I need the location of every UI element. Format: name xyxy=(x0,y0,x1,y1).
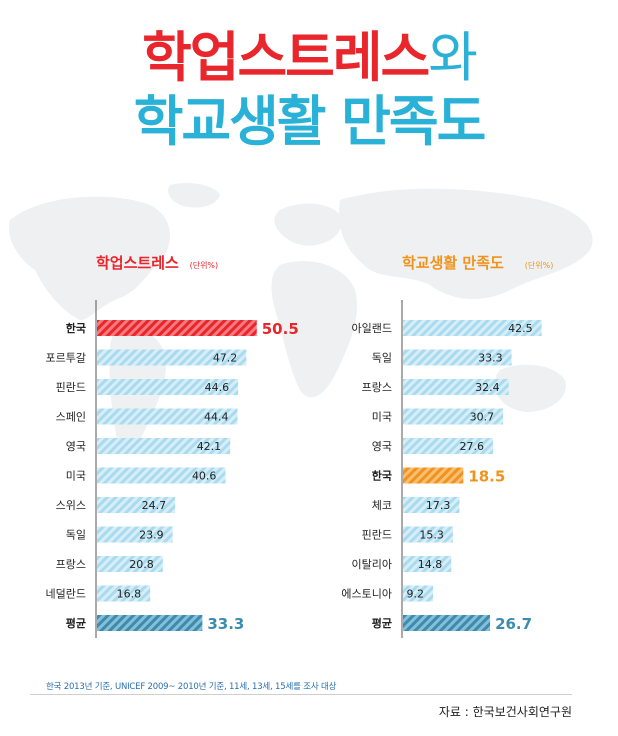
stress-category-label: 스페인 xyxy=(56,411,86,424)
satisfaction-category-label: 프랑스 xyxy=(362,381,392,394)
footer-divider xyxy=(30,694,572,695)
stress-bar xyxy=(97,585,151,602)
stress-bar xyxy=(97,349,247,366)
stress-category-label: 스위스 xyxy=(56,499,86,512)
satisfaction-chart: 학교생활 만족도 (단위%) 아일랜드 42.5 독일 33.3 프랑스 32.4 미국 30.7… xyxy=(341,254,553,638)
stress-category-label: 포르투갈 xyxy=(46,351,86,365)
satisfaction-category-label: 에스토니아 xyxy=(341,588,392,601)
satisfaction-value-label: 30.7 xyxy=(470,411,495,424)
title-stress-word: 학업스트레스 xyxy=(142,26,430,89)
stress-bar xyxy=(97,615,203,631)
stress-value-label: 44.6 xyxy=(205,381,230,394)
satisfaction-bar xyxy=(403,379,509,395)
stress-value-label: 44.4 xyxy=(204,411,229,424)
stress-bar xyxy=(97,497,176,513)
footnote: 한국 2013년 기준, UNICEF 2009~ 2010년 기준, 11세,… xyxy=(46,682,337,692)
satisfaction-category-label: 영국 xyxy=(372,440,392,453)
satisfaction-category-label: 체코 xyxy=(372,499,392,512)
stress-category-label: 한국 xyxy=(66,321,86,335)
stress-value-label: 40.6 xyxy=(192,470,217,483)
stress-bar xyxy=(97,320,257,336)
satisfaction-bar xyxy=(403,408,504,425)
satisfaction-category-label: 독일 xyxy=(372,351,392,365)
stress-bar xyxy=(97,379,239,395)
satisfaction-chart-title: 학교생활 만족도 xyxy=(402,254,504,272)
satisfaction-bar xyxy=(403,349,512,366)
stress-bar xyxy=(97,467,226,484)
main-title-line1: 학업스트레스와 xyxy=(0,28,618,88)
stress-category-label: 평균 xyxy=(66,616,86,630)
satisfaction-bar xyxy=(403,615,491,631)
stress-category-label: 독일 xyxy=(66,528,86,542)
stress-value-label: 16.8 xyxy=(117,588,142,601)
satisfaction-value-label: 33.3 xyxy=(478,352,503,365)
stress-bar xyxy=(97,556,163,572)
map-europe xyxy=(274,203,342,246)
satisfaction-bar xyxy=(403,438,493,454)
satisfaction-bar xyxy=(403,526,453,543)
satisfaction-bar xyxy=(403,320,542,336)
satisfaction-category-label: 이탈리아 xyxy=(352,558,392,571)
stress-unit-label: (단위%) xyxy=(190,260,219,270)
stress-value-label: 33.3 xyxy=(207,615,244,633)
stress-chart: 학업스트레스 (단위%) 한국 50.5 포르투갈 47.2 핀란드 44.6 스페인 44.4 영… xyxy=(46,254,299,638)
map-north-america xyxy=(9,196,170,320)
stress-category-label: 영국 xyxy=(66,440,86,453)
satisfaction-value-label: 27.6 xyxy=(460,440,485,453)
map-australia xyxy=(495,364,566,412)
title-conjunction: 와 xyxy=(428,26,478,89)
stress-category-label: 핀란드 xyxy=(56,381,86,394)
stress-category-label: 네덜란드 xyxy=(46,588,86,601)
satisfaction-bar xyxy=(403,467,464,484)
stress-bar xyxy=(97,408,238,425)
map-asia xyxy=(339,188,593,300)
stress-value-label: 47.2 xyxy=(213,352,238,365)
stress-value-label: 20.8 xyxy=(129,558,154,571)
satisfaction-category-label: 한국 xyxy=(372,469,392,483)
satisfaction-value-label: 18.5 xyxy=(468,468,505,486)
satisfaction-value-label: 14.8 xyxy=(418,558,443,571)
main-title-line2: 학교생활 만족도 xyxy=(133,90,487,153)
stress-category-label: 프랑스 xyxy=(56,558,86,571)
map-greenland xyxy=(168,183,220,208)
map-africa xyxy=(271,261,358,398)
stress-value-label: 24.7 xyxy=(142,499,167,512)
satisfaction-category-label: 미국 xyxy=(372,411,392,424)
stress-bar xyxy=(97,526,173,543)
source-credit: 자료 : 한국보건사회연구원 xyxy=(438,705,572,719)
satisfaction-category-label: 평균 xyxy=(372,616,392,630)
satisfaction-category-label: 아일랜드 xyxy=(352,321,392,335)
satisfaction-bar xyxy=(403,556,452,572)
satisfaction-unit-label: (단위%) xyxy=(525,260,554,270)
stress-category-label: 미국 xyxy=(66,470,86,483)
satisfaction-value-label: 9.2 xyxy=(407,588,425,601)
stress-bar xyxy=(97,438,231,454)
satisfaction-bar xyxy=(403,497,460,513)
satisfaction-value-label: 15.3 xyxy=(419,529,444,542)
satisfaction-value-label: 42.5 xyxy=(508,322,533,335)
stress-chart-title: 학업스트레스 xyxy=(96,254,179,272)
stress-value-label: 23.9 xyxy=(139,529,164,542)
satisfaction-bar xyxy=(403,585,433,602)
satisfaction-value-label: 26.7 xyxy=(495,615,532,633)
satisfaction-value-label: 17.3 xyxy=(426,499,451,512)
stress-value-label: 50.5 xyxy=(262,320,299,338)
stress-value-label: 42.1 xyxy=(197,440,222,453)
satisfaction-category-label: 핀란드 xyxy=(362,529,392,542)
satisfaction-value-label: 32.4 xyxy=(475,381,500,394)
